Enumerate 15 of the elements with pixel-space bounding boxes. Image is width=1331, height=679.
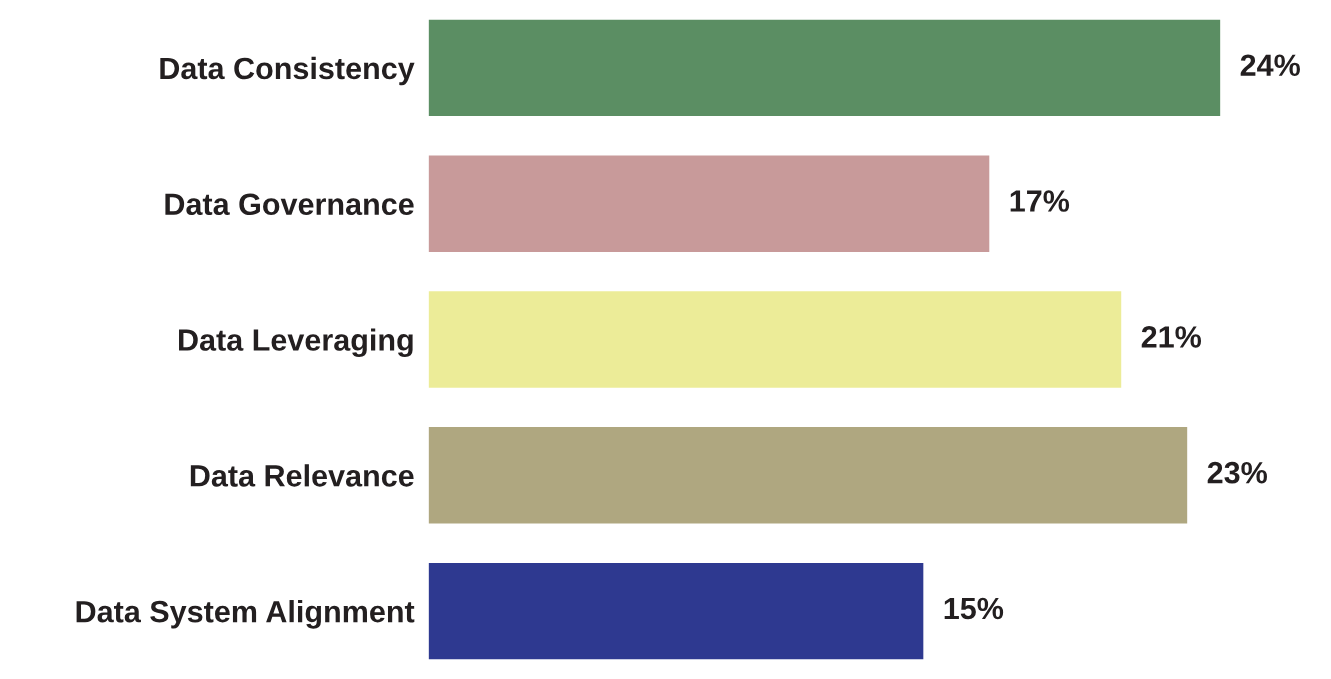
bar: [428, 19, 1221, 117]
data-label: 15%: [944, 597, 1004, 620]
y-tick-label: Data Consistency: [160, 56, 415, 86]
y-tick-label: Data Leveraging: [179, 328, 413, 358]
data-label: 17%: [1010, 190, 1070, 212]
y-tick-label: Data System Alignment: [76, 600, 415, 629]
bar: [428, 427, 1188, 524]
bar: [428, 562, 924, 660]
y-tick-label: Data Governance: [165, 193, 414, 216]
data-label: 24%: [1240, 54, 1300, 77]
data-label: 23%: [1207, 461, 1267, 484]
bar: [428, 155, 990, 252]
bar: [428, 291, 1122, 388]
y-tick-label: Data Relevance: [190, 464, 414, 487]
data-label: 21%: [1141, 326, 1202, 348]
